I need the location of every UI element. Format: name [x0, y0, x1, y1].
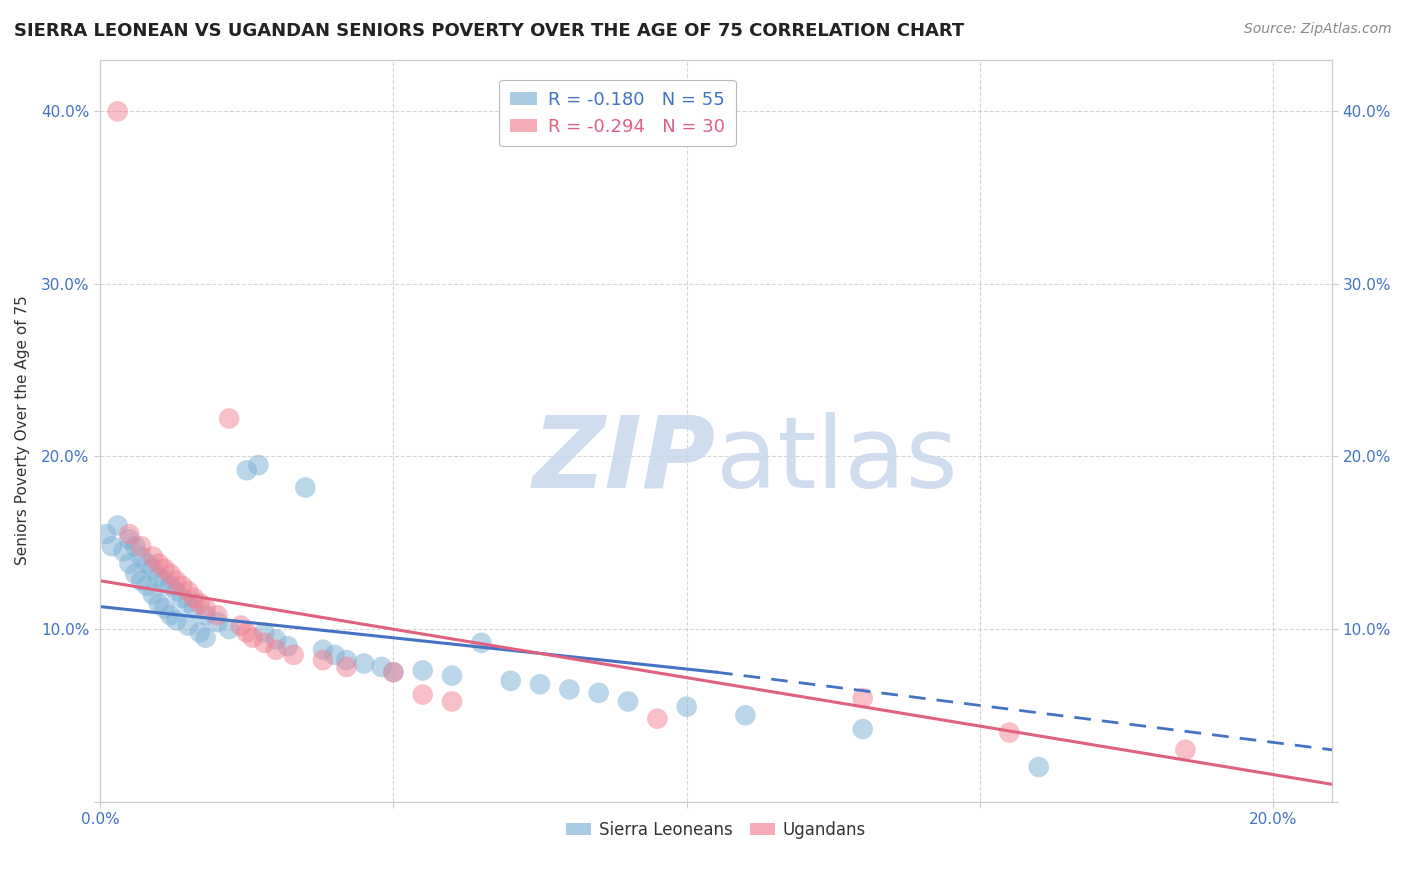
Text: Source: ZipAtlas.com: Source: ZipAtlas.com — [1244, 22, 1392, 37]
Point — [194, 601, 217, 615]
Point — [153, 601, 176, 615]
Point — [112, 544, 135, 558]
Point — [218, 622, 240, 636]
Point — [165, 574, 187, 588]
Point — [499, 673, 522, 688]
Point — [118, 557, 141, 571]
Point — [1174, 743, 1197, 757]
Point — [107, 518, 129, 533]
Point — [177, 584, 200, 599]
Point — [124, 539, 146, 553]
Point — [183, 591, 205, 605]
Point — [247, 458, 270, 472]
Point — [183, 601, 205, 615]
Point — [165, 584, 187, 599]
Point — [188, 596, 211, 610]
Point — [124, 566, 146, 581]
Point — [153, 561, 176, 575]
Point — [253, 625, 276, 640]
Point — [194, 631, 217, 645]
Point — [207, 615, 229, 629]
Point — [142, 587, 165, 601]
Point — [229, 618, 252, 632]
Text: atlas: atlas — [716, 412, 957, 508]
Point — [194, 608, 217, 623]
Point — [235, 463, 257, 477]
Point — [207, 608, 229, 623]
Point — [264, 632, 287, 647]
Point — [129, 574, 152, 588]
Point — [617, 694, 640, 708]
Point — [277, 640, 299, 654]
Point — [335, 653, 357, 667]
Point — [312, 653, 335, 667]
Point — [529, 677, 551, 691]
Point — [118, 533, 141, 547]
Point — [142, 549, 165, 564]
Point — [852, 691, 875, 706]
Point — [998, 725, 1021, 739]
Point — [148, 596, 170, 610]
Point — [558, 682, 581, 697]
Point — [323, 648, 346, 662]
Point — [218, 411, 240, 425]
Point — [235, 625, 257, 640]
Point — [852, 722, 875, 736]
Point — [142, 561, 165, 575]
Point — [294, 481, 316, 495]
Point — [647, 712, 669, 726]
Point — [675, 699, 697, 714]
Point — [335, 660, 357, 674]
Point — [412, 664, 434, 678]
Point — [136, 579, 159, 593]
Point — [588, 686, 610, 700]
Point — [264, 642, 287, 657]
Point — [441, 694, 464, 708]
Point — [188, 625, 211, 640]
Point — [118, 527, 141, 541]
Point — [148, 557, 170, 571]
Point — [382, 665, 405, 680]
Point — [283, 648, 305, 662]
Point — [159, 566, 181, 581]
Point — [100, 539, 122, 553]
Point — [107, 104, 129, 119]
Point — [734, 708, 756, 723]
Point — [172, 579, 194, 593]
Point — [441, 668, 464, 682]
Y-axis label: Seniors Poverty Over the Age of 75: Seniors Poverty Over the Age of 75 — [15, 296, 30, 566]
Text: SIERRA LEONEAN VS UGANDAN SENIORS POVERTY OVER THE AGE OF 75 CORRELATION CHART: SIERRA LEONEAN VS UGANDAN SENIORS POVERT… — [14, 22, 965, 40]
Text: ZIP: ZIP — [533, 412, 716, 508]
Point — [253, 636, 276, 650]
Point — [382, 665, 405, 680]
Point — [470, 636, 492, 650]
Legend: Sierra Leoneans, Ugandans: Sierra Leoneans, Ugandans — [560, 814, 873, 846]
Point — [312, 642, 335, 657]
Point — [177, 618, 200, 632]
Point — [159, 579, 181, 593]
Point — [94, 527, 117, 541]
Point — [153, 574, 176, 588]
Point — [165, 614, 187, 628]
Point — [136, 557, 159, 571]
Point — [129, 539, 152, 553]
Point — [148, 570, 170, 584]
Point — [370, 660, 392, 674]
Point — [353, 657, 375, 671]
Point — [129, 549, 152, 564]
Point — [1028, 760, 1050, 774]
Point — [242, 631, 264, 645]
Point — [159, 608, 181, 623]
Point — [177, 596, 200, 610]
Point — [412, 688, 434, 702]
Point — [172, 591, 194, 605]
